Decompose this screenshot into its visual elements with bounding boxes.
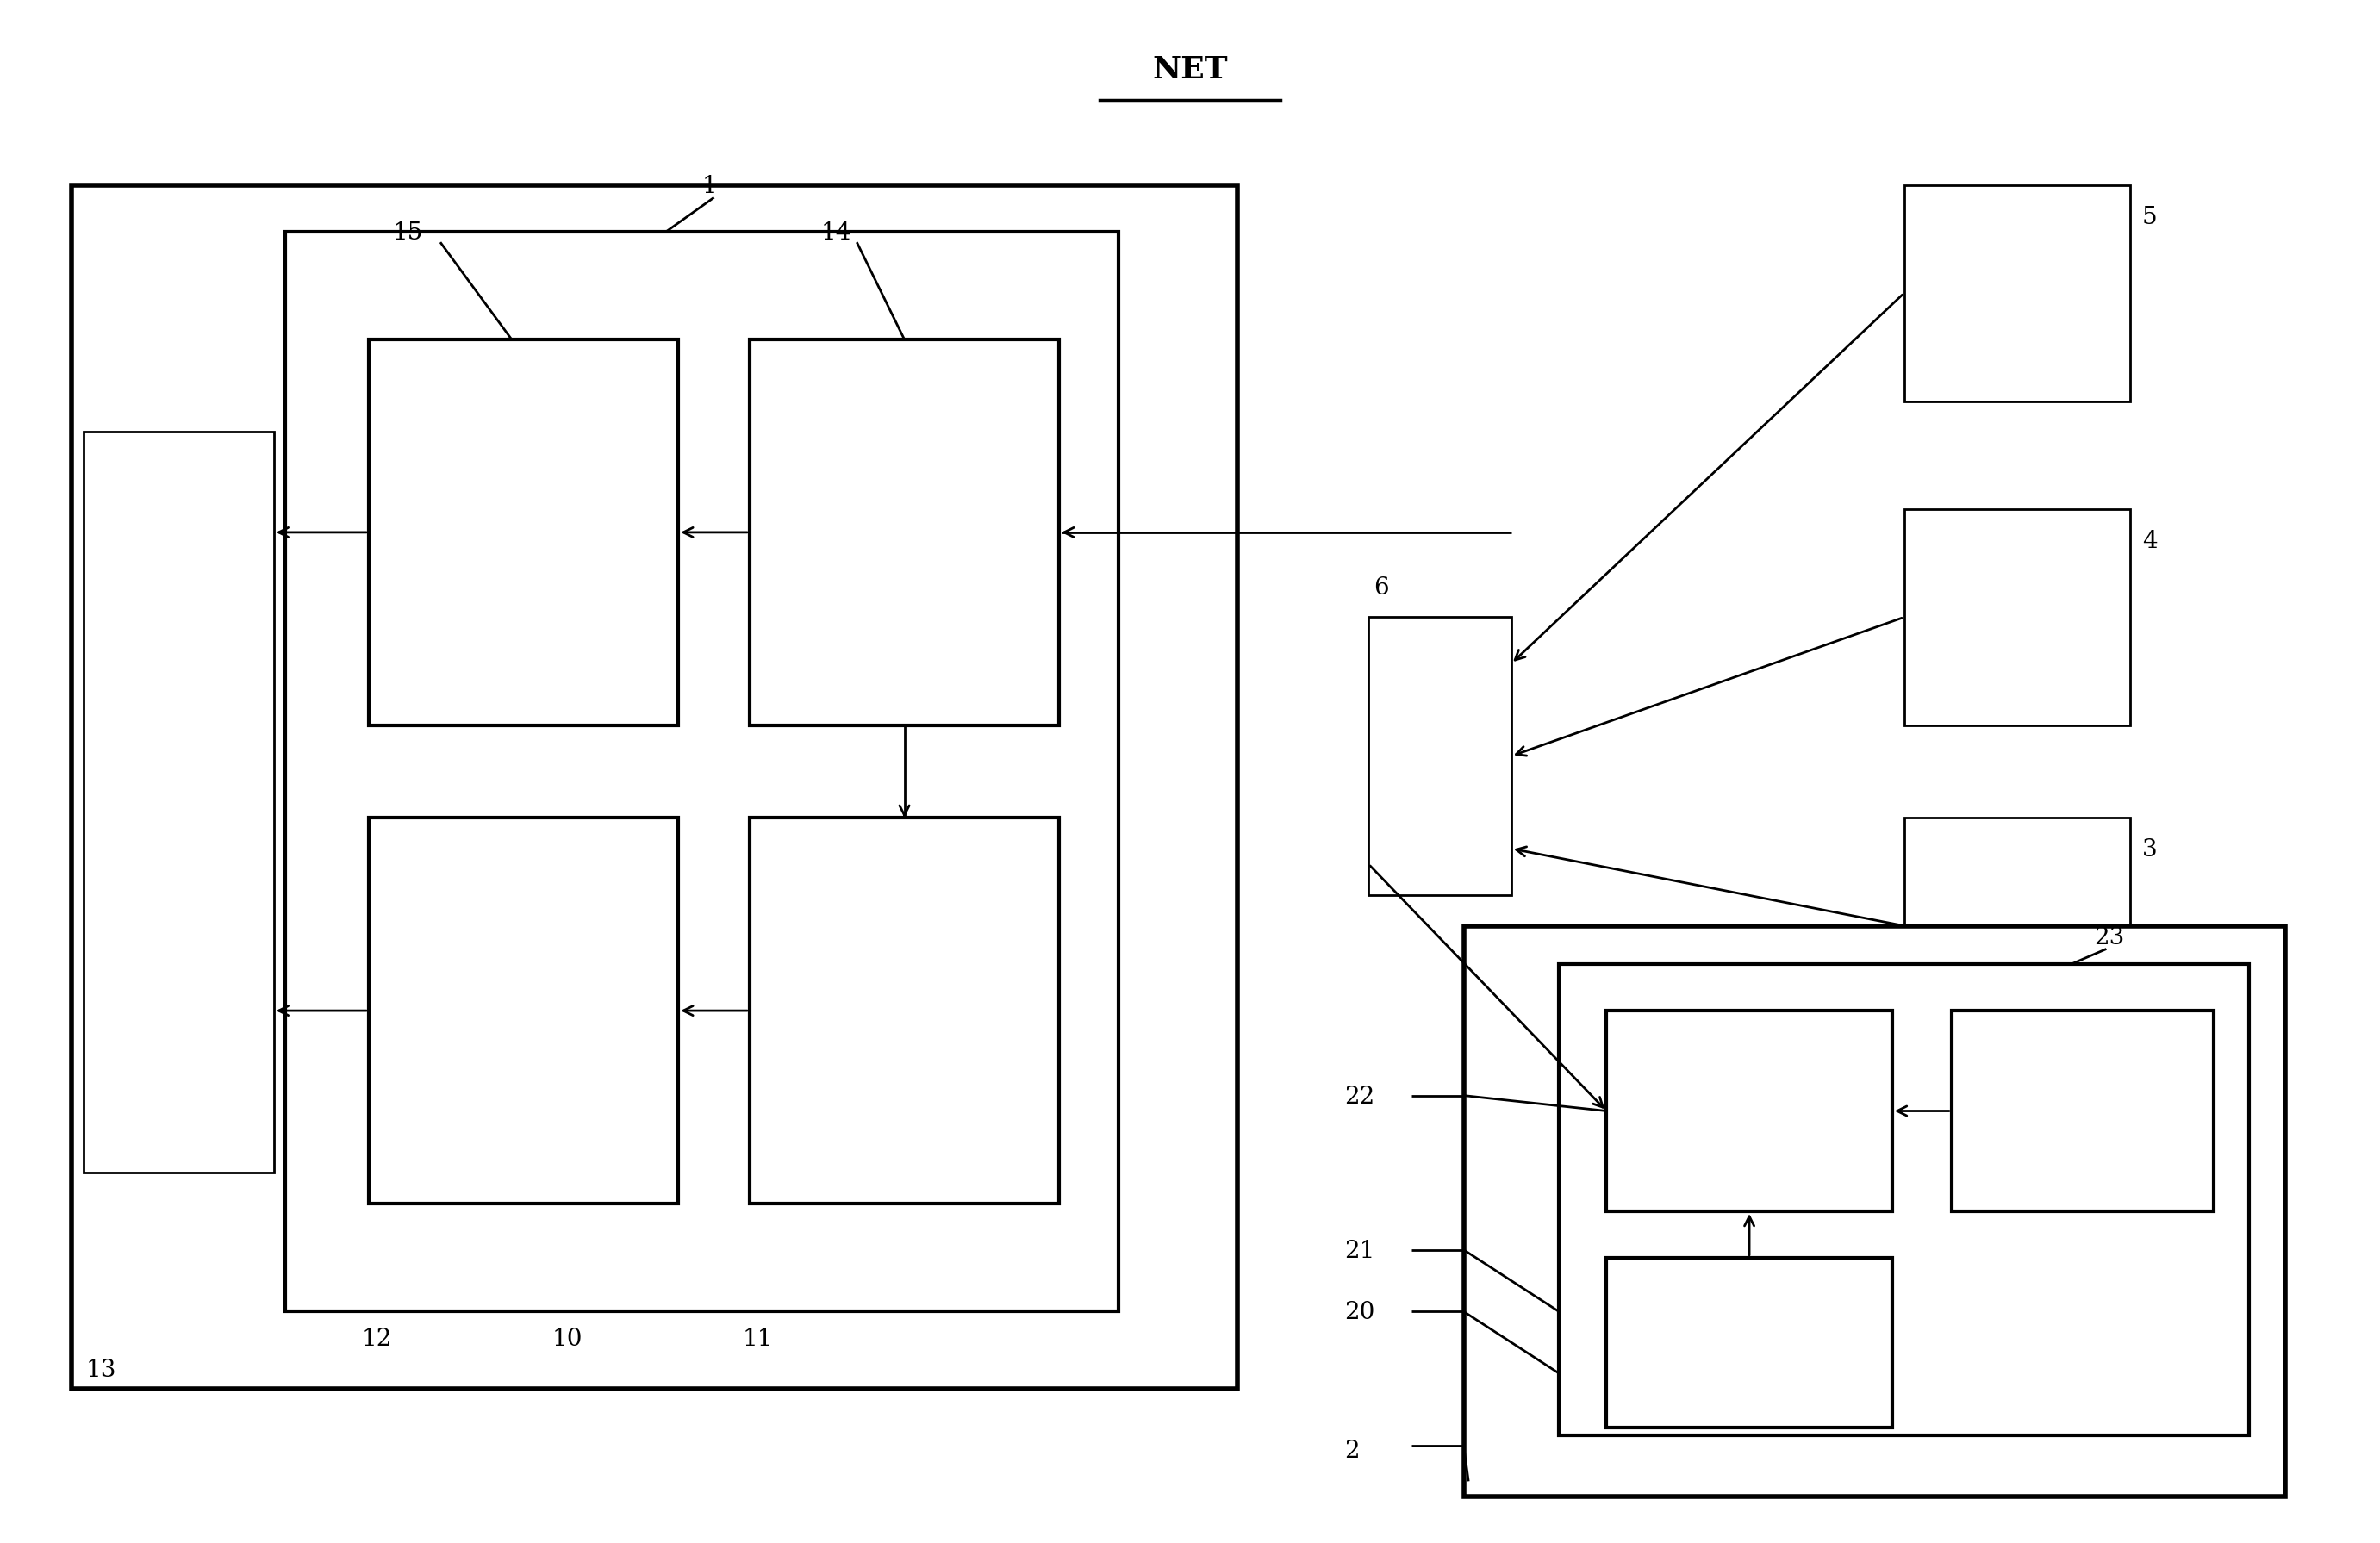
Text: 2: 2 — [1345, 1440, 1359, 1463]
Text: 12: 12 — [362, 1327, 393, 1350]
Text: 6: 6 — [1373, 576, 1388, 599]
Text: 1: 1 — [702, 174, 716, 198]
Text: 5: 5 — [2142, 205, 2156, 228]
Text: 3: 3 — [2142, 838, 2156, 861]
Bar — [369, 339, 678, 725]
Bar — [1368, 617, 1511, 895]
Text: 14: 14 — [821, 221, 852, 244]
Bar — [1904, 185, 2130, 401]
Bar — [1904, 818, 2130, 1034]
Text: 4: 4 — [2142, 529, 2156, 552]
Bar — [369, 818, 678, 1204]
Text: NET: NET — [1152, 56, 1228, 83]
Bar — [750, 339, 1059, 725]
Bar — [1559, 964, 2249, 1435]
Text: 23: 23 — [2094, 926, 2125, 949]
Bar — [71, 185, 1238, 1389]
Text: 20: 20 — [1345, 1301, 1376, 1324]
Bar — [286, 231, 1119, 1312]
Text: 10: 10 — [552, 1327, 583, 1350]
Bar — [1606, 1258, 1892, 1427]
Bar — [1606, 1011, 1892, 1211]
Text: 13: 13 — [86, 1358, 117, 1381]
Bar — [750, 818, 1059, 1204]
Text: 22: 22 — [1345, 1085, 1376, 1108]
Text: 11: 11 — [743, 1327, 774, 1350]
Bar — [83, 432, 274, 1173]
Bar — [1952, 1011, 2213, 1211]
Text: 15: 15 — [393, 221, 424, 244]
Text: 21: 21 — [1345, 1239, 1376, 1262]
Bar — [1464, 926, 2285, 1497]
Bar — [1904, 509, 2130, 725]
